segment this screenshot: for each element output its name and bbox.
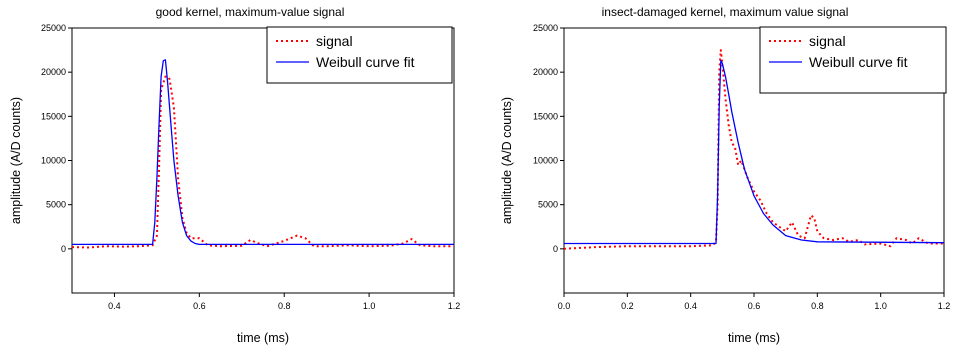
x-tick-label: 0.6: [193, 301, 206, 311]
legend: signal Weibull curve fit: [266, 26, 453, 84]
y-tick-label: 0: [61, 244, 66, 254]
x-tick-label: 0.8: [811, 301, 824, 311]
y-axis-label: amplitude (A/D counts): [500, 97, 514, 224]
x-axis-label: time (ms): [728, 331, 780, 345]
legend-label: signal: [809, 33, 846, 49]
x-tick-label: 0.4: [684, 301, 697, 311]
x-tick-label: 0.8: [278, 301, 291, 311]
y-tick-label: 25000: [41, 23, 66, 33]
legend-box: [759, 26, 947, 94]
x-axis-label: time (ms): [237, 331, 289, 345]
chart-panel-2: insect-damaged kernel, maximum value sig…: [500, 5, 950, 345]
chart-panel-1: good kernel, maximum-value signal 0 5000 10…: [9, 5, 460, 345]
y-tick-label: 20000: [41, 67, 66, 77]
x-tick-label: 0.4: [108, 301, 121, 311]
x-tick-label: 0.6: [748, 301, 761, 311]
y-tick-label: 0: [553, 244, 558, 254]
y-tick-label: 20000: [533, 67, 558, 77]
signal-line: [563, 49, 944, 250]
legend: signal Weibull curve fit: [759, 26, 947, 94]
y-tick-label: 10000: [533, 156, 558, 166]
chart-title: insect-damaged kernel, maximum value sig…: [602, 5, 849, 19]
y-tick-label: 5000: [538, 200, 558, 210]
y-tick-label: 5000: [46, 200, 66, 210]
y-tick-label: 15000: [533, 111, 558, 121]
signal-line: [71, 75, 454, 249]
legend-box: [266, 26, 453, 84]
y-tick-label: 10000: [41, 156, 66, 166]
y-tick-label: 15000: [41, 111, 66, 121]
x-tick-label: 0.2: [621, 301, 634, 311]
weibull-fit-line: [564, 60, 945, 245]
y-tick-label: 25000: [533, 23, 558, 33]
chart-title: good kernel, maximum-value signal: [156, 5, 345, 19]
y-axis-label: amplitude (A/D counts): [9, 97, 23, 224]
x-tick-label: 1.2: [938, 301, 951, 311]
x-tick-label: 1.0: [363, 301, 376, 311]
x-tick-label: 0.0: [558, 301, 571, 311]
legend-label: Weibull curve fit: [316, 54, 415, 70]
legend-label: signal: [316, 33, 353, 49]
legend-label: Weibull curve fit: [809, 54, 908, 70]
x-tick-label: 1.0: [874, 301, 887, 311]
x-tick-label: 1.2: [448, 301, 461, 311]
weibull-fit-line: [72, 59, 454, 246]
